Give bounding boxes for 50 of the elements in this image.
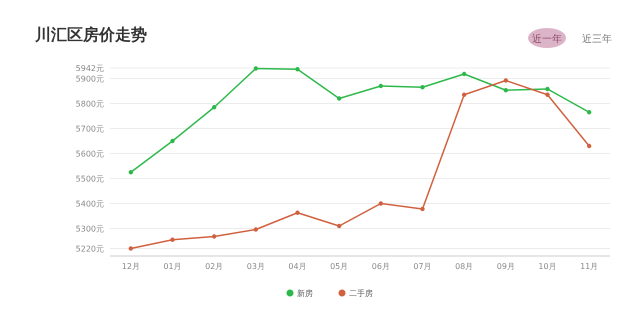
- point: [586, 110, 592, 114]
- y-tick-label: 5900元: [76, 74, 104, 84]
- x-tick-label: 02月: [205, 262, 224, 271]
- point: [212, 105, 216, 110]
- x-tick-label: 07月: [413, 262, 432, 271]
- point: [170, 238, 175, 242]
- point: [378, 84, 384, 88]
- point: [170, 138, 175, 144]
- y-tick-label: 5220元: [76, 244, 104, 254]
- x-tick-label: 09月: [496, 262, 515, 271]
- x-tick-label: 11月: [580, 262, 598, 271]
- y-tick-label: 5700元: [76, 124, 104, 134]
- y-tick-label: 5942元: [76, 64, 104, 73]
- point: [586, 144, 592, 148]
- point: [545, 92, 550, 97]
- y-tick-label: 5600元: [76, 150, 104, 158]
- point: [462, 92, 466, 97]
- chart-title: 川汇区房价走势: [34, 25, 147, 44]
- point: [128, 170, 134, 174]
- x-tick-label: 01月: [163, 262, 182, 271]
- y-tick-label: 5400元: [76, 200, 104, 208]
- x-tick-label: 04月: [288, 262, 307, 271]
- point: [420, 85, 425, 90]
- point: [504, 78, 508, 83]
- y-tick-label: 5500元: [76, 174, 104, 184]
- point: [295, 67, 300, 72]
- point: [336, 96, 342, 101]
- legend-label: 新房: [297, 289, 313, 298]
- x-tick-label: 08月: [455, 262, 474, 271]
- text: 近一年: [532, 33, 562, 45]
- point: [254, 227, 258, 232]
- point: [336, 224, 342, 228]
- point: [462, 72, 466, 76]
- x-tick-label: 12月: [122, 262, 140, 271]
- point: [504, 88, 508, 92]
- point: [378, 201, 384, 206]
- y-tick-label: 5300元: [76, 224, 104, 234]
- point: [128, 246, 134, 251]
- x-tick-label: 03月: [246, 262, 265, 271]
- point: [212, 234, 216, 239]
- x-tick-label: 06月: [372, 262, 390, 271]
- point: [254, 66, 258, 71]
- x-tick-label: 10月: [538, 262, 557, 271]
- legend-label: 二手房: [349, 289, 373, 298]
- y-tick-label: 5800元: [76, 100, 104, 108]
- x-tick-label: 05月: [330, 262, 348, 271]
- point: [295, 210, 300, 215]
- text: 近三年: [582, 33, 612, 45]
- point: [545, 86, 550, 92]
- point: [420, 206, 425, 212]
